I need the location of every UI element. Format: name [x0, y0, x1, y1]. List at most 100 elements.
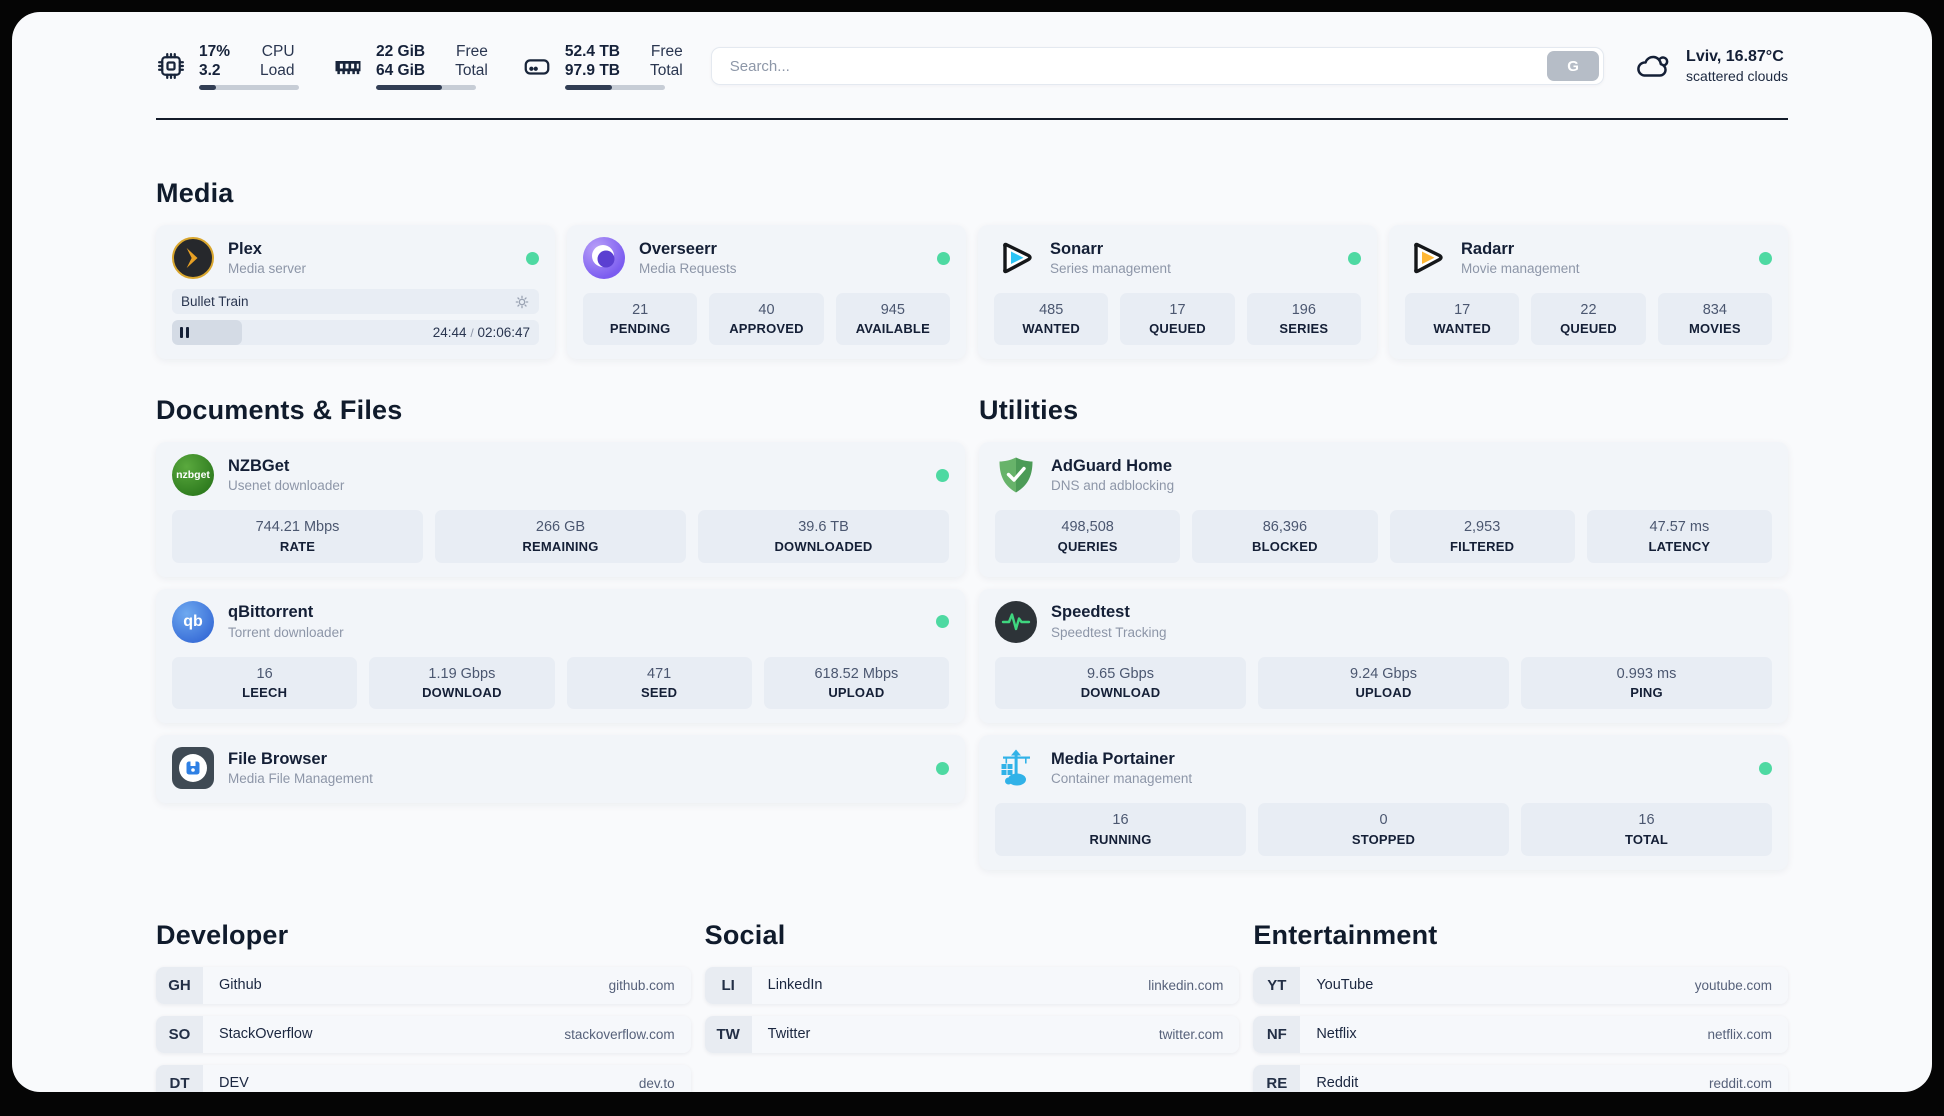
link-dev[interactable]: DT DEV dev.to — [156, 1064, 691, 1092]
stat-tile: 834 MOVIES — [1657, 293, 1772, 346]
link-netflix[interactable]: NF Netflix netflix.com — [1253, 1015, 1788, 1053]
plex-card[interactable]: Plex Media server Bullet Train — [156, 225, 555, 360]
stat-tile: 618.52 Mbps UPLOAD — [763, 656, 949, 710]
link-reddit[interactable]: RE Reddit reddit.com — [1253, 1064, 1788, 1092]
link-tag: NF — [1253, 1015, 1301, 1053]
documents-column: Documents & Files nzbget NZBGet Usenet d… — [156, 395, 965, 869]
storage-total-label: Total — [650, 62, 683, 79]
section-title-entertainment: Entertainment — [1253, 919, 1438, 950]
stat-tile: 16 LEECH — [172, 656, 358, 710]
filebrowser-icon — [172, 747, 214, 790]
player-progress-row[interactable]: 24:44 / 02:06:47 — [172, 320, 539, 345]
radarr-card[interactable]: Radarr Movie management 17 WANTED 22 QUE… — [1389, 225, 1788, 360]
speedtest-card[interactable]: Speedtest Speedtest Tracking 9.65 Gbps D… — [979, 588, 1788, 724]
nzbget-icon: nzbget — [172, 454, 214, 497]
radarr-status-dot — [1759, 251, 1772, 265]
cloud-icon — [1637, 55, 1669, 77]
filebrowser-subtitle: Media File Management — [228, 771, 373, 787]
qbittorrent-card[interactable]: qb qBittorrent Torrent downloader 16 LEE… — [156, 588, 965, 724]
search-bar: G — [710, 47, 1605, 85]
pause-icon[interactable] — [172, 327, 197, 338]
header-divider — [156, 118, 1788, 120]
memory-stat: 22 GiB 64 GiB Free Total — [333, 42, 488, 91]
storage-stat: 52.4 TB 97.9 TB Free Total — [522, 42, 683, 91]
adguard-subtitle: DNS and adblocking — [1051, 478, 1175, 494]
filebrowser-card[interactable]: File Browser Media File Management — [156, 735, 965, 804]
stat-tile: 86,396 BLOCKED — [1192, 510, 1378, 563]
link-linkedin[interactable]: LI LinkedIn linkedin.com — [704, 966, 1240, 1004]
link-stackoverflow[interactable]: SO StackOverflow stackoverflow.com — [156, 1015, 691, 1053]
adguard-card[interactable]: AdGuard Home DNS and adblocking 498,508 … — [979, 442, 1788, 577]
portainer-icon — [995, 747, 1037, 789]
cpu-load-label: Load — [260, 62, 295, 79]
stat-tile: 16 TOTAL — [1521, 803, 1772, 856]
dashboard-page: 17% 3.2 CPU Load — [12, 12, 1932, 1092]
nzbget-card[interactable]: nzbget NZBGet Usenet downloader 744.21 M… — [156, 442, 965, 577]
cpu-progress-fill — [199, 85, 216, 91]
storage-total-value: 97.9 TB — [564, 62, 620, 79]
cpu-icon — [158, 53, 184, 79]
stat-tile: 471 SEED — [566, 656, 752, 710]
qbittorrent-subtitle: Torrent downloader — [228, 624, 344, 640]
search-input[interactable] — [711, 57, 1548, 75]
section-title-documents: Documents & Files — [156, 395, 403, 426]
overseerr-card[interactable]: Overseerr Media Requests 21 PENDING 40 A… — [567, 225, 966, 360]
memory-free-label: Free — [455, 42, 488, 60]
link-twitter[interactable]: TW Twitter twitter.com — [704, 1015, 1240, 1053]
stat-tile: 47.57 ms LATENCY — [1586, 510, 1772, 563]
speedtest-subtitle: Speedtest Tracking — [1051, 624, 1167, 640]
search-engine-button[interactable]: G — [1547, 51, 1600, 81]
nzbget-status-dot — [936, 468, 949, 482]
speedtest-name: Speedtest — [1051, 603, 1130, 622]
overseerr-icon — [583, 237, 625, 279]
gear-icon[interactable] — [514, 294, 530, 310]
storage-free-label: Free — [650, 42, 683, 60]
stat-tile: 17 QUEUED — [1120, 293, 1235, 346]
stat-tile: 40 APPROVED — [709, 293, 824, 346]
section-title-social: Social — [704, 919, 786, 950]
storage-free-value: 52.4 TB — [564, 42, 620, 60]
portainer-card[interactable]: Media Portainer Container management 16 … — [979, 735, 1788, 870]
header: 17% 3.2 CPU Load — [156, 40, 1788, 92]
overseerr-subtitle: Media Requests — [639, 260, 737, 276]
link-tag: SO — [156, 1015, 203, 1053]
utilities-column: Utilities — [979, 395, 1788, 870]
memory-total-value: 64 GiB — [376, 62, 426, 79]
radarr-icon — [1405, 237, 1447, 279]
section-title-developer: Developer — [156, 919, 289, 950]
portainer-status-dot — [1759, 761, 1772, 775]
player-time: 24:44 / 02:06:47 — [432, 325, 530, 340]
sonarr-subtitle: Series management — [1050, 260, 1171, 276]
stat-tile: 945 AVAILABLE — [835, 293, 950, 346]
memory-progress-fill — [376, 85, 442, 91]
weather-location-temp: Lviv, 16.87°C — [1686, 47, 1784, 65]
plex-subtitle: Media server — [228, 260, 307, 276]
radarr-name: Radarr — [1461, 239, 1515, 258]
link-youtube[interactable]: YT YouTube youtube.com — [1253, 966, 1788, 1004]
cpu-load-value: 3.2 — [199, 62, 221, 79]
link-github[interactable]: GH Github github.com — [156, 966, 691, 1004]
memory-total-label: Total — [455, 62, 488, 79]
stat-tile: 1.19 Gbps DOWNLOAD — [369, 656, 555, 710]
stat-tile: 17 WANTED — [1405, 293, 1520, 346]
media-grid: Plex Media server Bullet Train — [156, 225, 1788, 360]
stat-tile: 485 WANTED — [994, 293, 1109, 346]
stat-tile: 0 STOPPED — [1258, 803, 1509, 856]
storage-progress-fill — [564, 85, 612, 91]
stat-tile: 21 PENDING — [583, 293, 698, 346]
cpu-label: CPU — [261, 42, 295, 60]
stat-tile: 196 SERIES — [1246, 293, 1361, 346]
sonarr-icon — [994, 237, 1036, 279]
qbittorrent-icon: qb — [172, 600, 214, 643]
cpu-stat: 17% 3.2 CPU Load — [156, 42, 299, 91]
nzbget-subtitle: Usenet downloader — [228, 478, 345, 494]
stat-tile: 9.65 Gbps DOWNLOAD — [995, 656, 1246, 710]
overseerr-status-dot — [937, 251, 950, 265]
sonarr-status-dot — [1348, 251, 1361, 265]
stat-tile: 498,508 QUERIES — [995, 510, 1181, 563]
section-title-utilities: Utilities — [979, 395, 1079, 426]
player-progress-fill — [172, 320, 242, 345]
sonarr-card[interactable]: Sonarr Series management 485 WANTED 17 Q… — [978, 225, 1377, 360]
adguard-name: AdGuard Home — [1051, 456, 1173, 475]
now-playing-title: Bullet Train — [181, 294, 249, 309]
